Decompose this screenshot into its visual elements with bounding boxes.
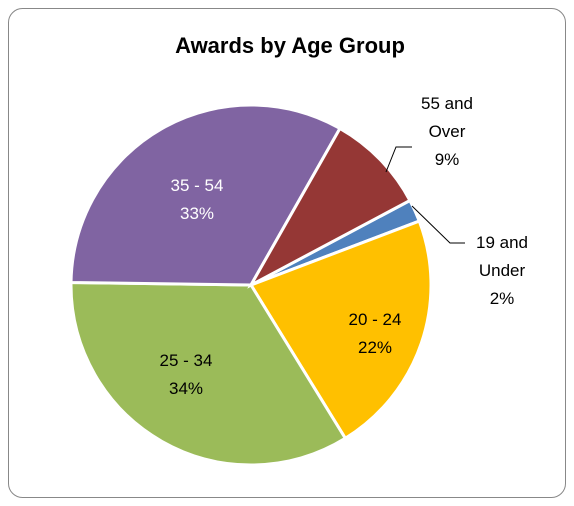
category-label: 35 - 54 [170, 176, 224, 195]
data-label: 35 - 54 33% [152, 172, 242, 228]
data-label: 25 - 34 34% [141, 347, 231, 403]
data-label: 20 - 24 22% [330, 306, 420, 362]
category-label: 25 - 34 [159, 351, 213, 370]
value-label: 34% [168, 379, 204, 398]
value-label: 2% [489, 289, 515, 308]
pie [69, 103, 433, 467]
pie-slice [247, 126, 412, 289]
value-label: 33% [179, 204, 215, 223]
leader-line [411, 205, 465, 244]
pie-slice [69, 103, 342, 287]
category-label: 20 - 24 [348, 310, 402, 329]
leader-line [385, 146, 412, 173]
data-label: 55 and Over 9% [412, 90, 482, 174]
value-label: 22% [357, 338, 393, 357]
data-label: 19 and Under 2% [467, 229, 537, 313]
pie-slice [69, 280, 348, 467]
chart-title: Awards by Age Group [175, 33, 405, 58]
pie-slice [248, 219, 433, 441]
category-label: 55 and Over [421, 94, 473, 141]
value-label: 9% [434, 150, 460, 169]
category-label: 19 and Under [476, 233, 528, 280]
